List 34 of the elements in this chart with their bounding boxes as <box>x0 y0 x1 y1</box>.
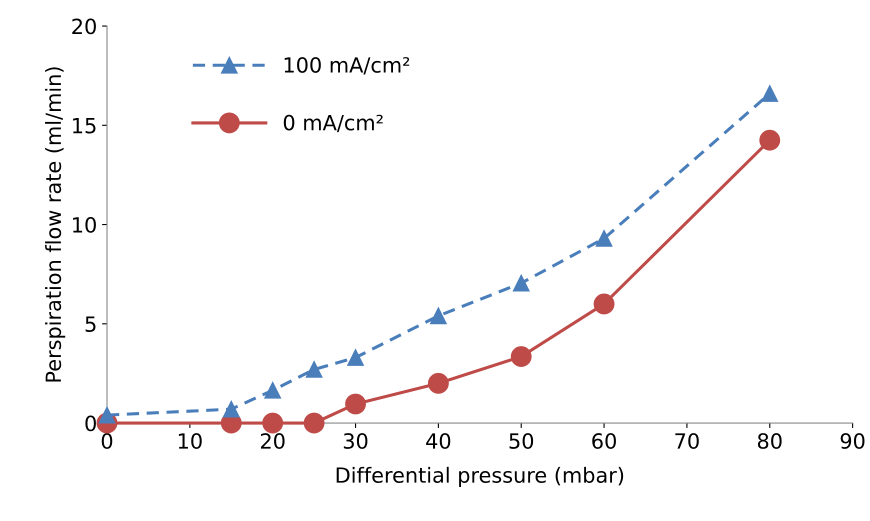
point <box>510 346 532 367</box>
y-axis-title: Perspiration flow rate (ml/min) <box>45 67 66 382</box>
y-tick-label: 15 <box>73 118 96 134</box>
x-tick-label: 70 <box>675 433 699 449</box>
point <box>430 308 447 324</box>
x-tick-label: 40 <box>426 433 450 449</box>
point <box>596 230 612 247</box>
point <box>512 274 530 292</box>
point <box>761 85 778 102</box>
legend-label: 100 mA/cm² <box>284 57 410 74</box>
x-tick-label: 50 <box>510 433 534 449</box>
x-axis-title: Differential pressure (mbar) <box>336 466 624 487</box>
point <box>306 361 322 378</box>
point <box>222 400 240 418</box>
x-tick-label: 80 <box>758 433 782 449</box>
x-tick-label: 90 <box>840 433 864 449</box>
point <box>428 372 449 394</box>
x-tick-label: 30 <box>344 433 368 449</box>
y-tick-label: 10 <box>73 217 96 233</box>
point <box>594 294 614 314</box>
point <box>759 130 780 151</box>
x-tick-label: 20 <box>260 433 285 449</box>
legend-label: 0 mA/cm² <box>284 114 383 132</box>
point <box>264 382 282 399</box>
x-tick-label: 10 <box>178 433 202 449</box>
point <box>345 394 366 414</box>
y-tick-label: 20 <box>72 18 96 34</box>
x-tick-label: 60 <box>592 433 616 449</box>
y-tick-label: 0 <box>85 416 96 432</box>
x-tick-label: 0 <box>102 433 112 449</box>
y-tick-label: 5 <box>86 316 96 332</box>
point <box>347 349 364 366</box>
point <box>304 412 325 434</box>
point <box>262 412 284 434</box>
